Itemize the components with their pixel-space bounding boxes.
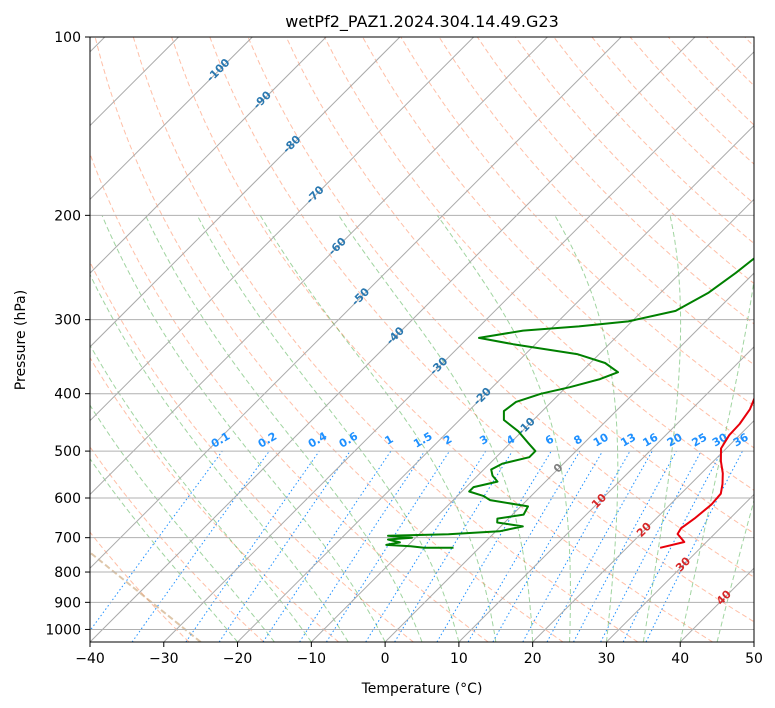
dry-adiabat (90, 356, 339, 642)
y-tick-label: 700 (54, 531, 81, 547)
isotherm-line (90, 37, 696, 642)
plot-frame (89, 36, 755, 643)
y-tick-label: 400 (54, 387, 81, 403)
x-axis: −40 −30 −20 −10 0 10 20 30 40 50 (75, 642, 763, 667)
isotherm-line (310, 198, 754, 642)
moist-adiabat (145, 215, 423, 642)
chart-title: wetPf2_PAZ1.2024.304.14.49.G23 (285, 12, 559, 32)
dry-adiabat (90, 446, 265, 642)
moist-adiabat (679, 277, 754, 642)
mixing-ratio-line (90, 450, 223, 632)
temperature-line (659, 396, 754, 549)
isotherm-line (90, 37, 327, 274)
dry-adiabat (171, 37, 713, 642)
dry-adiabat (90, 152, 489, 642)
y-tick-label: 600 (54, 491, 81, 507)
x-tick-label: −10 (297, 651, 327, 667)
y-tick-label: 800 (54, 565, 81, 581)
x-tick-label: 10 (450, 651, 468, 667)
x-tick-label: −40 (75, 651, 105, 667)
isotherm-line (458, 346, 754, 642)
isotherm-line (90, 37, 622, 569)
isotherm-line (532, 419, 754, 642)
isotherm-line (90, 37, 401, 348)
x-tick-label: −30 (149, 651, 179, 667)
background-lines (90, 37, 754, 642)
dewpoint-line (385, 257, 754, 549)
dry-adiabat (438, 37, 754, 366)
mixing-ratio-line (325, 450, 450, 642)
y-tick-label: 100 (54, 30, 81, 46)
moist-adiabat (554, 215, 619, 642)
y-axis: 100 200 300 400 500 600 700 800 900 1000 (45, 30, 90, 638)
mixing-ratio-line (185, 450, 320, 642)
x-tick-label: 0 (381, 651, 390, 667)
reference-curve (90, 551, 202, 642)
x-axis-label: Temperature (°C) (361, 681, 483, 697)
dry-adiabat (209, 37, 754, 623)
mixing-ratio-line (131, 450, 270, 642)
profile-lines (385, 257, 754, 549)
mixing-ratio-line (299, 450, 426, 642)
isotherm-line (163, 51, 754, 642)
moist-adiabat (259, 215, 497, 642)
isotherm-line (90, 37, 548, 496)
isotherm-line (606, 493, 754, 642)
dry-adiabat (362, 37, 754, 449)
x-tick-label: 50 (745, 651, 763, 667)
x-tick-label: 30 (598, 651, 616, 667)
mixing-ratio-line (394, 450, 513, 642)
y-tick-label: 1000 (45, 622, 81, 638)
isotherm-line (237, 124, 754, 642)
isotherm-line (90, 37, 253, 201)
y-tick-label: 200 (54, 208, 81, 224)
mixing-ratio-line (546, 450, 653, 642)
moist-adiabat (338, 215, 534, 642)
isotherm-line (90, 37, 475, 422)
x-tick-label: 40 (671, 651, 689, 667)
x-tick-label: 20 (524, 651, 542, 667)
dry-adiabat (515, 37, 754, 285)
mixing-ratio-line (522, 450, 631, 642)
y-tick-label: 500 (54, 444, 81, 460)
dry-adiabat (132, 37, 639, 642)
isotherm-line (384, 272, 754, 642)
mixing-ratio-line (262, 450, 392, 642)
moist-adiabat (90, 457, 238, 642)
moist-adiabat (642, 215, 682, 642)
y-tick-label: 300 (54, 313, 81, 329)
dry-adiabat (94, 37, 564, 642)
moist-adiabat (101, 215, 386, 642)
moist-adiabat (90, 344, 312, 642)
dry-adiabat (323, 37, 754, 491)
y-tick-label: 900 (54, 595, 81, 611)
pressure-gridlines (90, 37, 754, 630)
mixing-ratio-line (218, 450, 351, 642)
moist-adiabat (196, 215, 460, 642)
moist-adiabat (716, 498, 754, 642)
y-axis-label: Pressure (hPa) (13, 290, 29, 390)
mixing-ratio-line (573, 450, 677, 642)
x-tick-label: −20 (223, 651, 253, 667)
